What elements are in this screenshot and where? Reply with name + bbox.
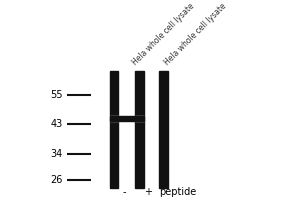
Text: 43: 43 bbox=[50, 119, 62, 129]
Bar bbox=[110, 116, 144, 121]
Text: 55: 55 bbox=[50, 90, 62, 100]
Text: Hela whole cell lysate: Hela whole cell lysate bbox=[130, 1, 196, 67]
Text: Hela whole cell lysate: Hela whole cell lysate bbox=[163, 1, 229, 67]
Text: 26: 26 bbox=[50, 175, 62, 185]
Text: 34: 34 bbox=[50, 149, 62, 159]
Text: -: - bbox=[123, 187, 127, 197]
Bar bbox=[110, 116, 119, 121]
Bar bbox=[110, 71, 118, 188]
Bar bbox=[135, 116, 144, 121]
Text: peptide: peptide bbox=[160, 187, 197, 197]
Bar bbox=[135, 71, 144, 188]
Text: +: + bbox=[145, 187, 152, 197]
Bar bbox=[159, 71, 167, 188]
